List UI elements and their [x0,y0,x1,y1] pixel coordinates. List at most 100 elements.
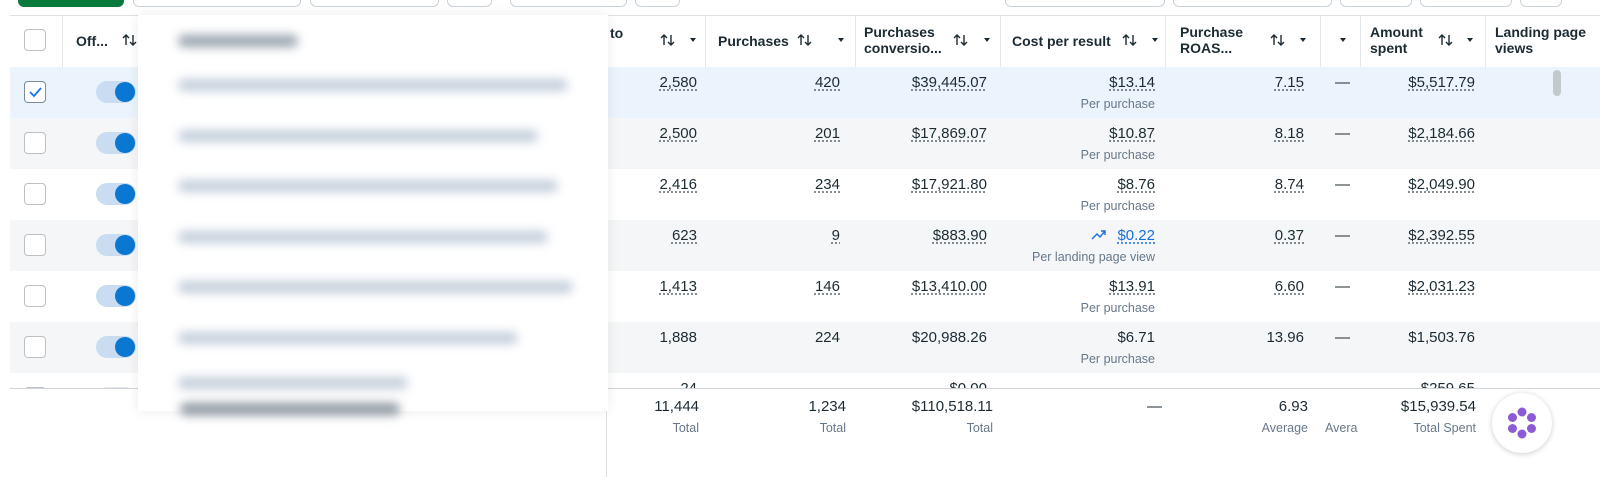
divider [606,388,607,477]
cell-value: 7.15 [1274,74,1304,91]
row-checkbox[interactable] [24,81,46,103]
cell-value: 8.74 [1274,176,1304,193]
toolbar-button[interactable] [1340,0,1412,7]
cell-value: — [1335,227,1350,244]
cell-value: $39,445.07 [911,74,987,91]
check-icon [29,87,42,98]
cell-value: — [1335,176,1350,193]
blurred-text [178,130,538,142]
total-value: — [1147,398,1162,415]
cell-value: $13.14 [1109,74,1155,91]
cell-value: $0.22 [1117,227,1155,244]
total-label: Total [672,421,699,435]
cell-value: 201 [814,125,840,142]
cell-value: — [1335,278,1350,295]
blurred-text [178,180,558,192]
column-menu-icon[interactable] [1298,33,1308,47]
blurred-text [178,281,573,293]
cell-value: $17,869.07 [911,125,987,142]
column-divider [1360,15,1361,67]
toolbar-button[interactable] [510,0,627,7]
toolbar-button[interactable] [310,0,439,7]
cell-value: $2,049.90 [1408,176,1475,193]
toggle-knob [115,133,135,153]
status-toggle[interactable] [96,285,136,307]
status-toggle[interactable] [96,132,136,154]
cell-value: $2,184.66 [1408,125,1475,142]
row-checkbox[interactable] [24,132,46,154]
row-checkbox[interactable] [24,234,46,256]
toolbar-button[interactable] [1420,0,1512,7]
select-all-checkbox[interactable] [24,29,46,51]
toggle-knob [115,235,135,255]
cell-value: $13.91 [1109,278,1155,295]
table-footer [10,388,1600,477]
sort-icon[interactable] [122,33,138,47]
column-header: to [610,25,624,41]
toolbar-button[interactable] [1173,0,1332,7]
cell-value: 0.37 [1274,227,1304,244]
cell-value: $6.71 [1117,329,1155,346]
cell-value: — [1335,74,1350,91]
toolbar-button[interactable] [133,0,301,7]
cell-value: — [1335,329,1350,346]
assistant-button[interactable] [1492,393,1552,453]
assistant-icon [1508,407,1536,439]
status-toggle[interactable] [96,234,136,256]
column-menu-icon[interactable] [1338,33,1348,47]
cell-note: Per purchase [1080,97,1155,111]
create-button[interactable] [18,0,124,7]
cell-value: $2,031.23 [1408,278,1475,295]
blurred-text [178,231,548,243]
row-checkbox[interactable] [24,336,46,358]
cell-value: 2,416 [659,176,697,193]
toolbar-button[interactable] [1520,0,1562,7]
cell-note: Per purchase [1080,352,1155,366]
blurred-content [138,15,608,415]
sort-icon[interactable] [1122,33,1138,47]
toolbar-button[interactable] [447,0,492,7]
sort-icon[interactable] [1270,33,1286,47]
total-value: $110,518.11 [911,398,993,415]
column-menu-icon[interactable] [982,33,992,47]
sort-icon[interactable] [660,33,676,47]
toolbar-button[interactable] [1005,0,1165,7]
cell-note: Per purchase [1080,148,1155,162]
total-label: Avera [1325,421,1358,435]
cell-value: 1,888 [659,329,697,346]
column-divider [1320,15,1321,67]
column-menu-icon[interactable] [1150,33,1160,47]
column-header: Purchase ROAS... [1180,24,1244,56]
blurred-text [178,79,568,91]
toolbar-button[interactable] [635,0,680,7]
cell-value: 1,413 [659,278,697,295]
column-menu-icon[interactable] [688,33,698,47]
total-label: Total Spent [1413,421,1476,435]
cell-value: $1,503.76 [1408,329,1475,346]
sort-icon[interactable] [1438,33,1454,47]
row-checkbox[interactable] [24,183,46,205]
column-menu-icon[interactable] [1465,33,1475,47]
cell-note: Per purchase [1080,301,1155,315]
sort-icon[interactable] [953,33,969,47]
blurred-text [178,332,518,344]
blurred-text [178,377,408,389]
cell-value: 234 [814,176,840,193]
blurred-text [180,403,400,415]
cell-value: 420 [814,74,840,91]
toggle-knob [115,286,135,306]
scrollbar-thumb[interactable] [1553,70,1561,96]
status-toggle[interactable] [96,336,136,358]
cell-value: 13.96 [1266,329,1304,346]
sort-icon[interactable] [797,33,813,47]
toggle-knob [115,184,135,204]
cell-value: 2,580 [659,74,697,91]
row-checkbox[interactable] [24,285,46,307]
blurred-text [178,35,298,47]
status-toggle[interactable] [96,81,136,103]
status-toggle[interactable] [96,183,136,205]
column-menu-icon[interactable] [836,33,846,47]
column-divider [1485,15,1486,67]
cell-note: Per purchase [1080,199,1155,213]
total-value: $15,939.54 [1400,398,1476,415]
